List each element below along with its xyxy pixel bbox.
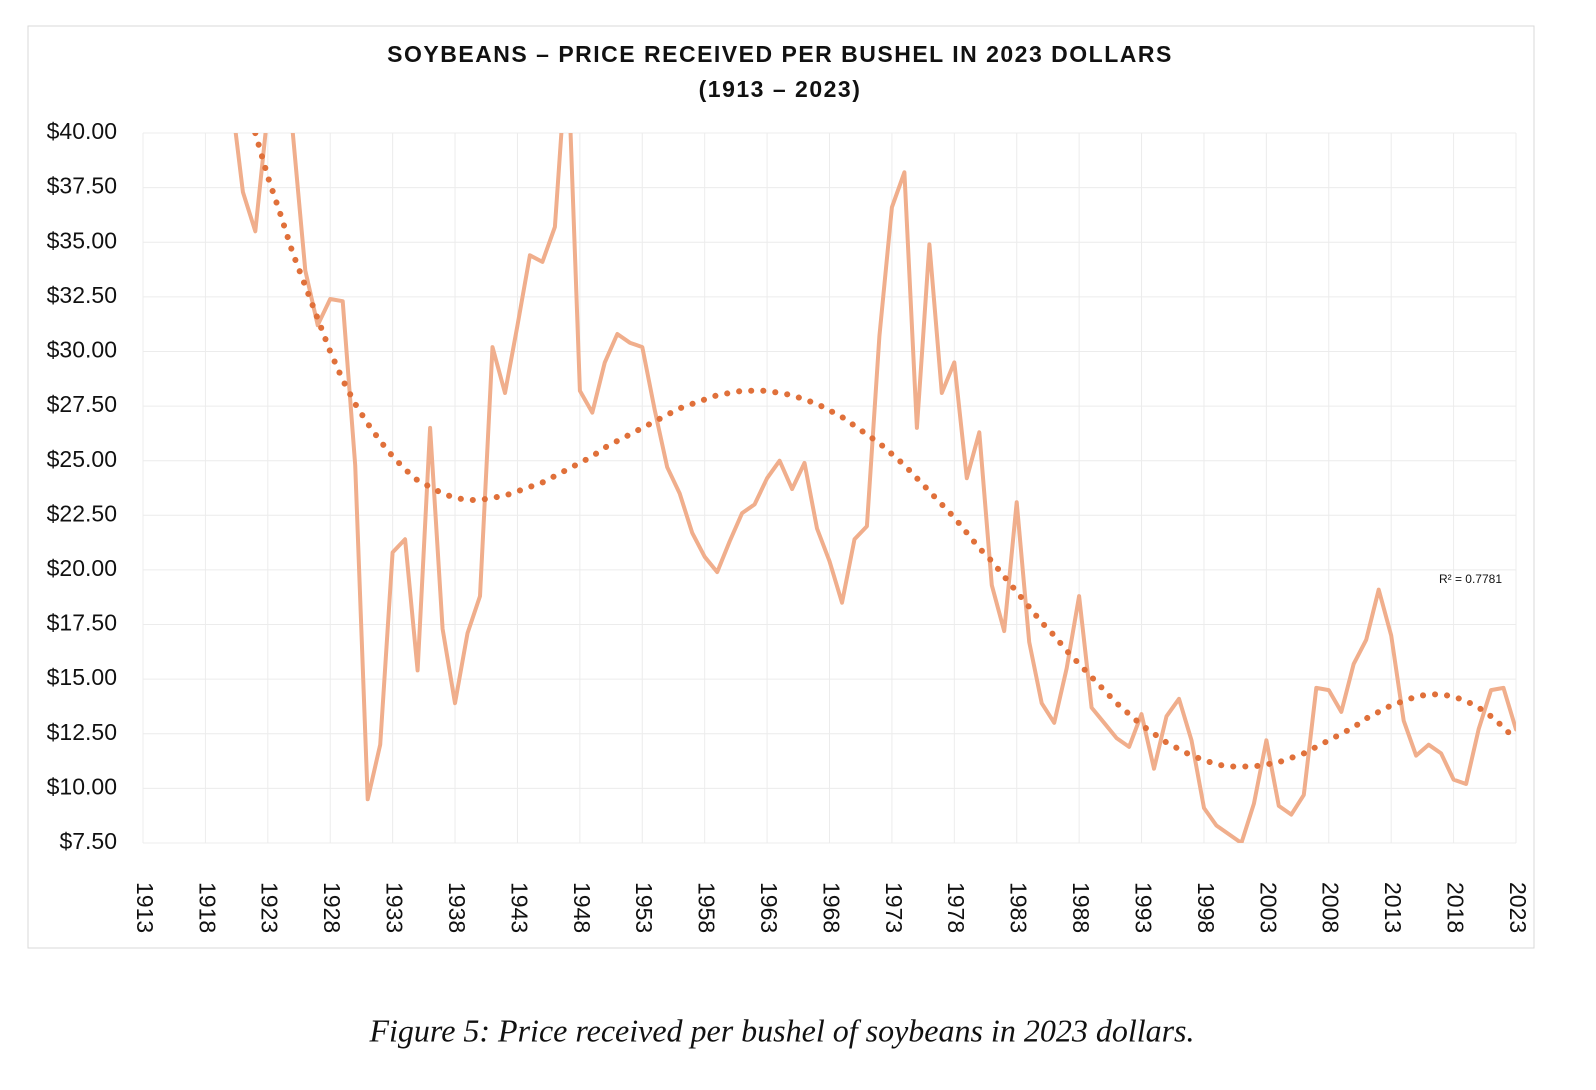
x-tick-label: 2018 [1443, 882, 1469, 933]
line [233, 133, 1516, 843]
x-tick-label: 1978 [943, 882, 969, 933]
y-tick-label: $10.00 [47, 773, 117, 799]
x-tick-label: 1923 [257, 882, 283, 933]
x-tick-label: 1993 [1130, 882, 1156, 933]
y-tick-label: $15.00 [47, 664, 117, 690]
x-tick-label: 1953 [631, 882, 657, 933]
y-tick-label: $35.00 [47, 227, 117, 253]
plot: $7.50 $10.00 $12.50 $15.00 $17.50 $20.00 $22.5… [47, 118, 1531, 933]
annotation: R² = 0.7781 [1439, 572, 1502, 586]
x-tick-label: 2008 [1318, 882, 1344, 933]
x-tick-label: 2013 [1380, 882, 1406, 933]
x-tick-label: 1928 [319, 882, 345, 933]
x-tick-label: 1943 [506, 882, 532, 933]
y-tick-label: $25.00 [47, 446, 117, 472]
y-tick-label: $37.50 [47, 173, 117, 199]
x-tick-label: 1988 [1068, 882, 1094, 933]
y-tick-label: $32.50 [47, 282, 117, 308]
x-tick-label: 1968 [818, 882, 844, 933]
y-tick-label: $22.50 [47, 500, 117, 526]
x-tick-label: 1983 [1006, 882, 1032, 933]
y-tick-label: $30.00 [47, 337, 117, 363]
y-tick-label: $17.50 [47, 610, 117, 636]
x-tick-label: 1933 [382, 882, 408, 933]
y-tick-label: $40.00 [47, 118, 117, 144]
chart-frame [27, 25, 1535, 949]
x-tick-label: 1973 [881, 882, 907, 933]
x-tick-label: 1998 [1193, 882, 1219, 933]
x-tick-label: 1918 [194, 882, 220, 933]
x-tick-label: 1963 [756, 882, 782, 933]
y-tick-label: $20.00 [47, 555, 117, 581]
y-tick-label: $27.50 [47, 391, 117, 417]
x-tick-label: 1948 [569, 882, 595, 933]
y-tick-label: $12.50 [47, 719, 117, 745]
caption: Figure 5: Price received per bushel of s… [368, 1012, 1194, 1048]
chart-title: SOYBEANS – PRICE RECEIVED PER BUSHEL IN … [387, 41, 1173, 67]
y-tick-label: $7.50 [59, 828, 117, 854]
x-tick-label: 2023 [1505, 882, 1531, 933]
chart-subtitle: (1913 – 2023) [699, 76, 862, 102]
x-tick-label: 2003 [1255, 882, 1281, 933]
x-tick-label: 1958 [694, 882, 720, 933]
trend-line [252, 133, 1516, 770]
x-tick-label: 1938 [444, 882, 470, 933]
x-tick-label: 1913 [132, 882, 158, 933]
